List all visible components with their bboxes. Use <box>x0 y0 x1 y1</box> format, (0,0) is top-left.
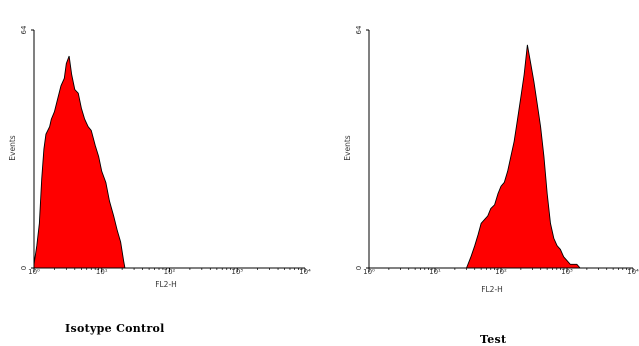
y-axis-label: Events <box>343 135 352 160</box>
histogram-panel-1: 10⁰ 10¹ 10² 10³ 10⁴ 0 64 FL2-H Events <box>8 25 311 289</box>
x-tick-label: 10¹ <box>429 268 441 276</box>
x-tick-label: 10⁰ <box>28 268 40 276</box>
x-tick-label: 10⁴ <box>627 268 639 276</box>
y-tick-label: 64 <box>355 25 363 34</box>
x-axis-label: FL2-H <box>481 285 503 294</box>
x-tick-label: 10⁰ <box>363 268 375 276</box>
y-tick-label: 0 <box>20 266 28 270</box>
y-tick-label: 0 <box>355 266 363 270</box>
histogram-area <box>33 55 126 269</box>
caption-test: Test <box>480 333 507 346</box>
y-tick-label: 64 <box>20 25 28 34</box>
x-axis-label: FL2-H <box>155 280 177 289</box>
x-tick-label: 10² <box>164 268 176 276</box>
x-tick-label: 10² <box>495 268 507 276</box>
histogram-area <box>465 44 582 269</box>
histogram-panel-2: 10⁰ 10¹ 10² 10³ 10⁴ 0 64 FL2-H Events <box>343 25 639 294</box>
x-tick-label: 10⁴ <box>299 268 311 276</box>
x-tick-label: 10³ <box>561 268 573 276</box>
x-tick-label: 10³ <box>231 268 243 276</box>
caption-isotype-control: Isotype Control <box>65 322 165 335</box>
y-axis-label: Events <box>8 135 17 160</box>
x-tick-label: 10¹ <box>96 268 108 276</box>
